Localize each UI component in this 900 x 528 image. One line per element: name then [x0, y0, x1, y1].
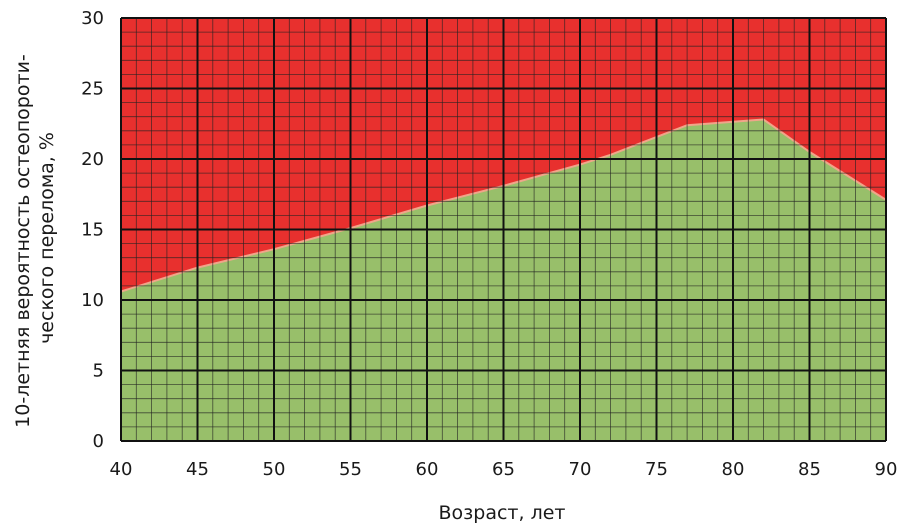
major-grid [120, 17, 887, 442]
threshold-line [120, 118, 887, 293]
x-axis-title: Возраст, лет [439, 502, 566, 524]
y-tick-label: 5 [93, 361, 104, 382]
x-tick-label: 85 [798, 459, 821, 480]
y-tick-label: 10 [81, 290, 104, 311]
y-tick-label: 0 [93, 431, 104, 452]
x-tick-label: 90 [875, 459, 898, 480]
y-tick-label: 30 [81, 8, 104, 29]
x-tick-label: 60 [416, 459, 439, 480]
x-tick-label: 55 [339, 459, 362, 480]
x-tick-label: 70 [569, 459, 592, 480]
x-tick-label: 50 [263, 459, 286, 480]
y-tick-label: 25 [81, 79, 104, 100]
x-tick-label: 65 [492, 459, 515, 480]
x-tick-label: 45 [186, 459, 209, 480]
x-tick-label: 75 [645, 459, 668, 480]
y-tick-label: 15 [81, 220, 104, 241]
y-axis-title-line-2: ческого перелома, % [36, 132, 58, 344]
y-axis-title: 10-летняя вероятность остеопороти- ческо… [12, 48, 58, 428]
x-tick-label: 80 [722, 459, 745, 480]
x-tick-label: 40 [110, 459, 133, 480]
x-axis-ticks: 40 45 50 55 60 65 70 75 80 85 90 [110, 459, 898, 480]
y-tick-label: 20 [81, 149, 104, 170]
y-axis-title-line-1: 10-летняя вероятность остеопороти- [12, 54, 34, 428]
y-axis-ticks: 0 5 10 15 20 25 30 [81, 8, 104, 452]
